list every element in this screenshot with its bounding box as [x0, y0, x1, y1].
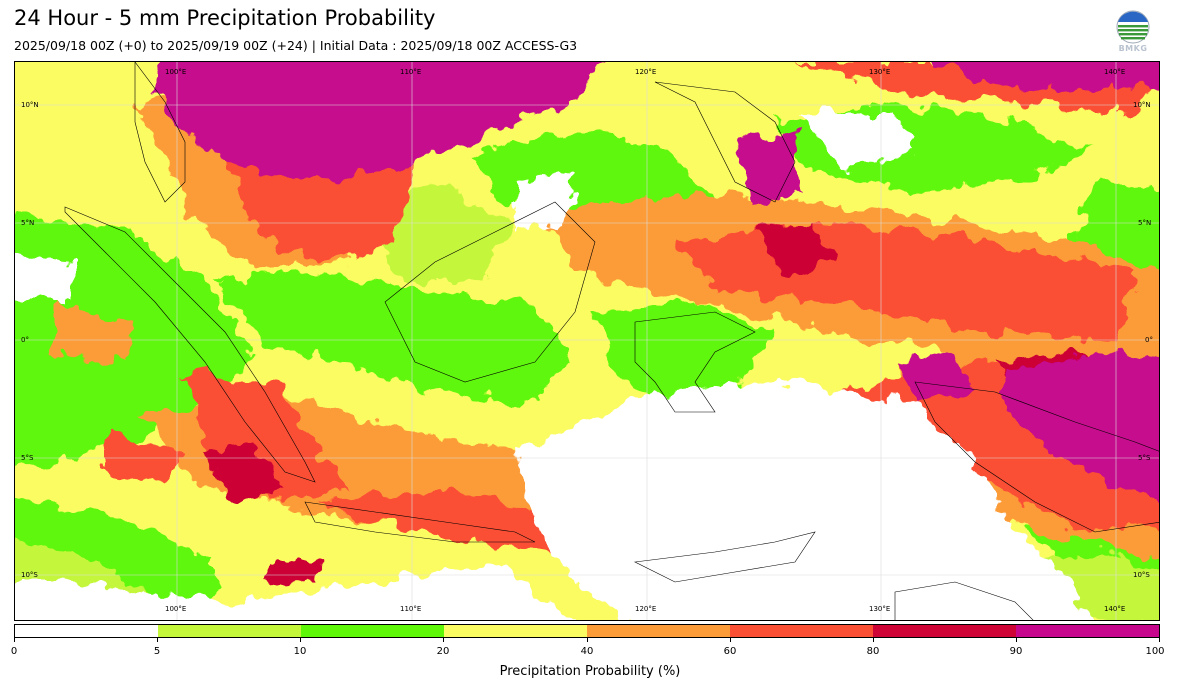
precip-orange-west: [55, 302, 135, 362]
lon-label-bottom-120: 120°E: [635, 605, 657, 613]
colorbar-tick-mark: [157, 638, 158, 642]
map-canvas: [15, 62, 1159, 620]
coast-borneo: [384, 201, 596, 383]
colorbar-segment-80-90: [873, 625, 1016, 637]
colorbar-tick-100: 100: [1145, 646, 1165, 657]
colorbar-tick-80: 80: [866, 646, 880, 657]
lon-label-top-110: 110°E: [400, 68, 422, 76]
lon-label-top-100: 100°E: [165, 68, 187, 76]
colorbar-tick-10: 10: [293, 646, 307, 657]
colorbar-tick-mark: [587, 638, 588, 642]
lat-label-right-0: 0°: [1145, 336, 1153, 344]
coast-australia: [894, 581, 1034, 620]
coast-new-guinea: [914, 381, 1159, 533]
lat-label-left-5s: 5°S: [21, 454, 34, 462]
lat-label-right-5n: 5°N: [1138, 219, 1152, 227]
coast-philippines: [654, 81, 796, 203]
precip-magenta-papua: [1005, 352, 1159, 504]
colorbar-segment-10-20: [301, 625, 444, 637]
colorbar-tick-mark: [14, 638, 15, 642]
precip-red-west: [105, 432, 185, 482]
coast-java: [304, 501, 536, 543]
lat-label-right-10n: 10°N: [1133, 101, 1151, 109]
precip-magenta-philippines: [735, 132, 805, 202]
lat-label-left-10n: 10°N: [21, 101, 39, 109]
lat-label-left-10s: 10°S: [21, 571, 38, 579]
colorbar-tick-mark: [300, 638, 301, 642]
precip-magenta-south-china-sea: [155, 62, 602, 182]
colorbar-tick-0: 0: [10, 646, 18, 657]
precip-crimson-sumatra: [205, 442, 285, 502]
precip-white-pacific: [795, 112, 915, 172]
precip-green-central-west: [215, 272, 575, 402]
colorbar-tick-mark: [730, 638, 731, 642]
colorbar-segment-0-5: [15, 625, 158, 637]
precip-white-banda-timor: [515, 382, 1088, 620]
colorbar-segment-90-100: [1016, 625, 1159, 637]
precip-red-sumatra: [185, 372, 345, 502]
colorbar-segment-60-80: [730, 625, 873, 637]
precipitation-map: 100°E 110°E 120°E 130°E 140°E 100°E 110°…: [14, 61, 1160, 621]
colorbar-tick-60: 60: [723, 646, 737, 657]
precip-magenta-maluku: [895, 352, 975, 402]
colorbar: [14, 624, 1160, 638]
colorbar-title: Precipitation Probability (%): [499, 664, 681, 679]
colorbar-segment-40-60: [587, 625, 730, 637]
colorbar-tick-40: 40: [580, 646, 594, 657]
coastlines: [64, 62, 1159, 620]
bmkg-logo-icon: [1116, 10, 1150, 44]
colorbar-tick-mark: [1159, 638, 1160, 642]
map-title: 24 Hour - 5 mm Precipitation Probability: [14, 6, 436, 30]
precip-white-west: [15, 254, 75, 302]
precip-green-sulawesi: [595, 302, 775, 402]
precip-crimson-java-w: [265, 557, 325, 582]
precip-magenta-ne: [935, 62, 1159, 92]
colorbar-tick-20: 20: [436, 646, 450, 657]
precip-white-borneo-n: [515, 172, 575, 232]
lon-label-bottom-140: 140°E: [1104, 605, 1126, 613]
lat-label-left-0: 0°: [21, 336, 29, 344]
coast-sumatra: [64, 206, 316, 483]
lon-label-bottom-130: 130°E: [869, 605, 891, 613]
logo-text: BMKG: [1118, 44, 1148, 53]
colorbar-tick-mark: [443, 638, 444, 642]
coast-timor: [633, 531, 816, 583]
colorbar-tick-90: 90: [1009, 646, 1023, 657]
colorbar-segment-5-10: [158, 625, 301, 637]
lon-label-bottom-110: 110°E: [400, 605, 422, 613]
lat-label-right-10s: 10°S: [1133, 571, 1150, 579]
bmkg-logo: BMKG: [1112, 10, 1154, 56]
map-subtitle: 2025/09/18 00Z (+0) to 2025/09/19 00Z (+…: [14, 38, 578, 53]
colorbar-tick-mark: [1016, 638, 1017, 642]
lat-label-right-5s: 5°S: [1138, 454, 1151, 462]
precip-white-indian-ocean: [15, 562, 573, 620]
coast-sulawesi: [634, 311, 756, 413]
lon-label-top-140: 140°E: [1104, 68, 1126, 76]
colorbar-tick-5: 5: [153, 646, 161, 657]
precip-crimson-philippine-sea: [755, 222, 835, 272]
colorbar-tick-mark: [873, 638, 874, 642]
lon-label-bottom-100: 100°E: [165, 605, 187, 613]
coast-malay-peninsula: [134, 62, 186, 203]
lon-label-top-120: 120°E: [635, 68, 657, 76]
lat-label-left-5n: 5°N: [21, 219, 35, 227]
lon-label-top-130: 130°E: [869, 68, 891, 76]
colorbar-segment-20-40: [444, 625, 587, 637]
